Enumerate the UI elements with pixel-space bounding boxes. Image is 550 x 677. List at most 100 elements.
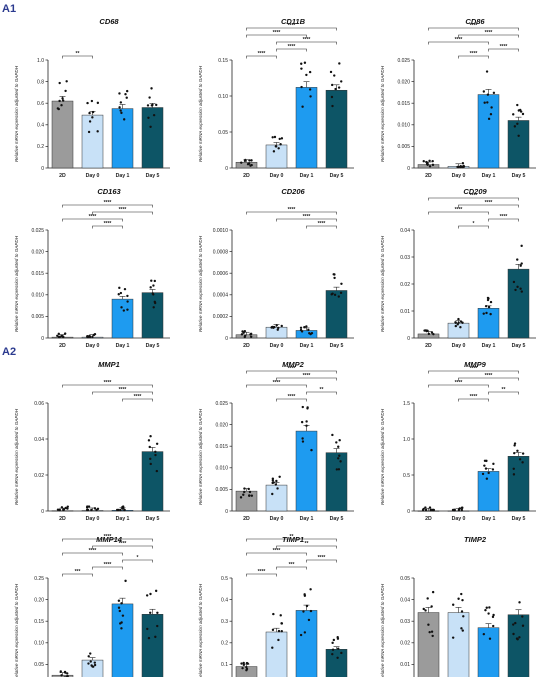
significance-label: **** — [104, 380, 112, 386]
data-point — [120, 621, 123, 624]
data-point — [120, 111, 123, 115]
data-point — [271, 136, 274, 139]
significance-bracket — [428, 197, 519, 201]
data-point — [149, 286, 152, 289]
data-point — [124, 579, 127, 583]
data-point — [303, 325, 306, 329]
y-tick-label: 0.5 — [221, 576, 228, 582]
significance-bracket — [488, 48, 519, 52]
data-point — [300, 67, 303, 70]
significance-bracket — [246, 552, 307, 556]
x-tick-label: Day 0 — [452, 343, 466, 349]
data-point — [276, 487, 279, 490]
x-tick-label: Day 5 — [146, 516, 160, 522]
significance-label: **** — [470, 23, 478, 29]
data-point — [492, 624, 495, 628]
x-tick-label: Day 0 — [86, 516, 100, 522]
data-point — [155, 442, 159, 445]
y-axis-label: Relative mRNA expression adjusted to GAP… — [380, 408, 385, 505]
data-point — [486, 93, 490, 96]
significance-bracket — [306, 559, 337, 563]
significance-label: **** — [273, 380, 281, 386]
data-point — [240, 161, 243, 164]
data-point — [307, 618, 311, 622]
data-point — [306, 406, 309, 409]
bar-day-5 — [325, 452, 348, 512]
y-tick-label: 0.5 — [403, 473, 410, 479]
significance-bracket — [428, 27, 519, 31]
y-axis-label: Relative mRNA expression adjusted to GAP… — [198, 65, 203, 162]
y-axis-label: Relative mRNA expression adjusted to GAP… — [380, 235, 385, 332]
data-point — [275, 479, 278, 483]
data-point — [308, 332, 311, 335]
data-point — [280, 324, 283, 328]
data-point — [431, 159, 434, 163]
data-point — [58, 81, 61, 85]
data-point — [460, 508, 464, 512]
data-point — [332, 638, 336, 642]
data-point — [431, 163, 435, 167]
chart-panel-mmp2: MMP2 Relative mRNA expression adjusted to… — [198, 360, 354, 522]
data-point — [426, 163, 429, 166]
data-point — [152, 306, 155, 309]
data-point — [271, 646, 274, 649]
data-point — [277, 326, 280, 330]
data-point — [521, 112, 525, 116]
data-point — [485, 311, 488, 315]
significance-label: **** — [119, 541, 127, 547]
data-point — [277, 147, 280, 150]
data-point — [491, 615, 495, 619]
data-point — [310, 331, 314, 335]
chart-panel-cd163: CD163 Relative mRNA expression adjusted t… — [14, 187, 170, 349]
y-tick-label: 0 — [41, 509, 44, 515]
data-point — [424, 508, 428, 512]
bar-day-0 — [81, 510, 104, 512]
data-point — [483, 459, 487, 463]
significance-bracket — [246, 370, 337, 374]
data-point — [305, 424, 308, 427]
data-point — [150, 104, 154, 107]
data-point — [430, 331, 434, 334]
x-tick-label: Day 0 — [452, 173, 466, 179]
y-tick-label: 0.05 — [400, 576, 410, 582]
x-tick-label: Day 5 — [330, 173, 344, 179]
significance-bracket — [276, 48, 307, 52]
data-point — [275, 323, 278, 327]
data-point — [430, 605, 433, 608]
data-point — [300, 330, 304, 333]
y-tick-label: 0.06 — [34, 401, 44, 407]
data-point — [123, 508, 126, 512]
significance-label: ** — [76, 51, 80, 57]
data-point — [518, 636, 521, 639]
significance-bracket — [488, 218, 519, 222]
data-point — [305, 325, 308, 328]
y-tick-label: 0.8 — [37, 79, 44, 85]
data-point — [151, 292, 154, 295]
data-point — [242, 663, 246, 667]
y-axis-label: Relative mRNA expression adjusted to GAP… — [14, 65, 19, 162]
data-point — [516, 122, 519, 125]
bar-day-5 — [141, 292, 164, 339]
significance-bracket — [488, 391, 519, 395]
y-tick-label: 0.02 — [400, 282, 410, 288]
data-point — [64, 89, 67, 93]
data-point — [66, 672, 69, 675]
data-point — [61, 99, 65, 102]
data-point — [280, 137, 284, 140]
data-point — [427, 332, 431, 336]
chart-panel-timp1: TIMP1 Relative mRNA expression adjusted t… — [198, 534, 348, 677]
significance-label: **** — [119, 387, 127, 393]
data-point — [457, 317, 460, 321]
data-point — [300, 420, 304, 424]
data-point — [148, 445, 151, 449]
x-tick-label: 2D — [59, 173, 66, 179]
significance-label: **** — [455, 37, 463, 43]
data-point — [271, 479, 275, 482]
chart-panel-mmp9: MMP9 Relative mRNA expression adjusted to… — [380, 360, 536, 522]
x-tick-label: Day 5 — [330, 343, 344, 349]
data-point — [336, 635, 339, 639]
data-point — [425, 160, 428, 164]
data-point — [305, 420, 308, 423]
significance-bracket — [92, 211, 153, 215]
